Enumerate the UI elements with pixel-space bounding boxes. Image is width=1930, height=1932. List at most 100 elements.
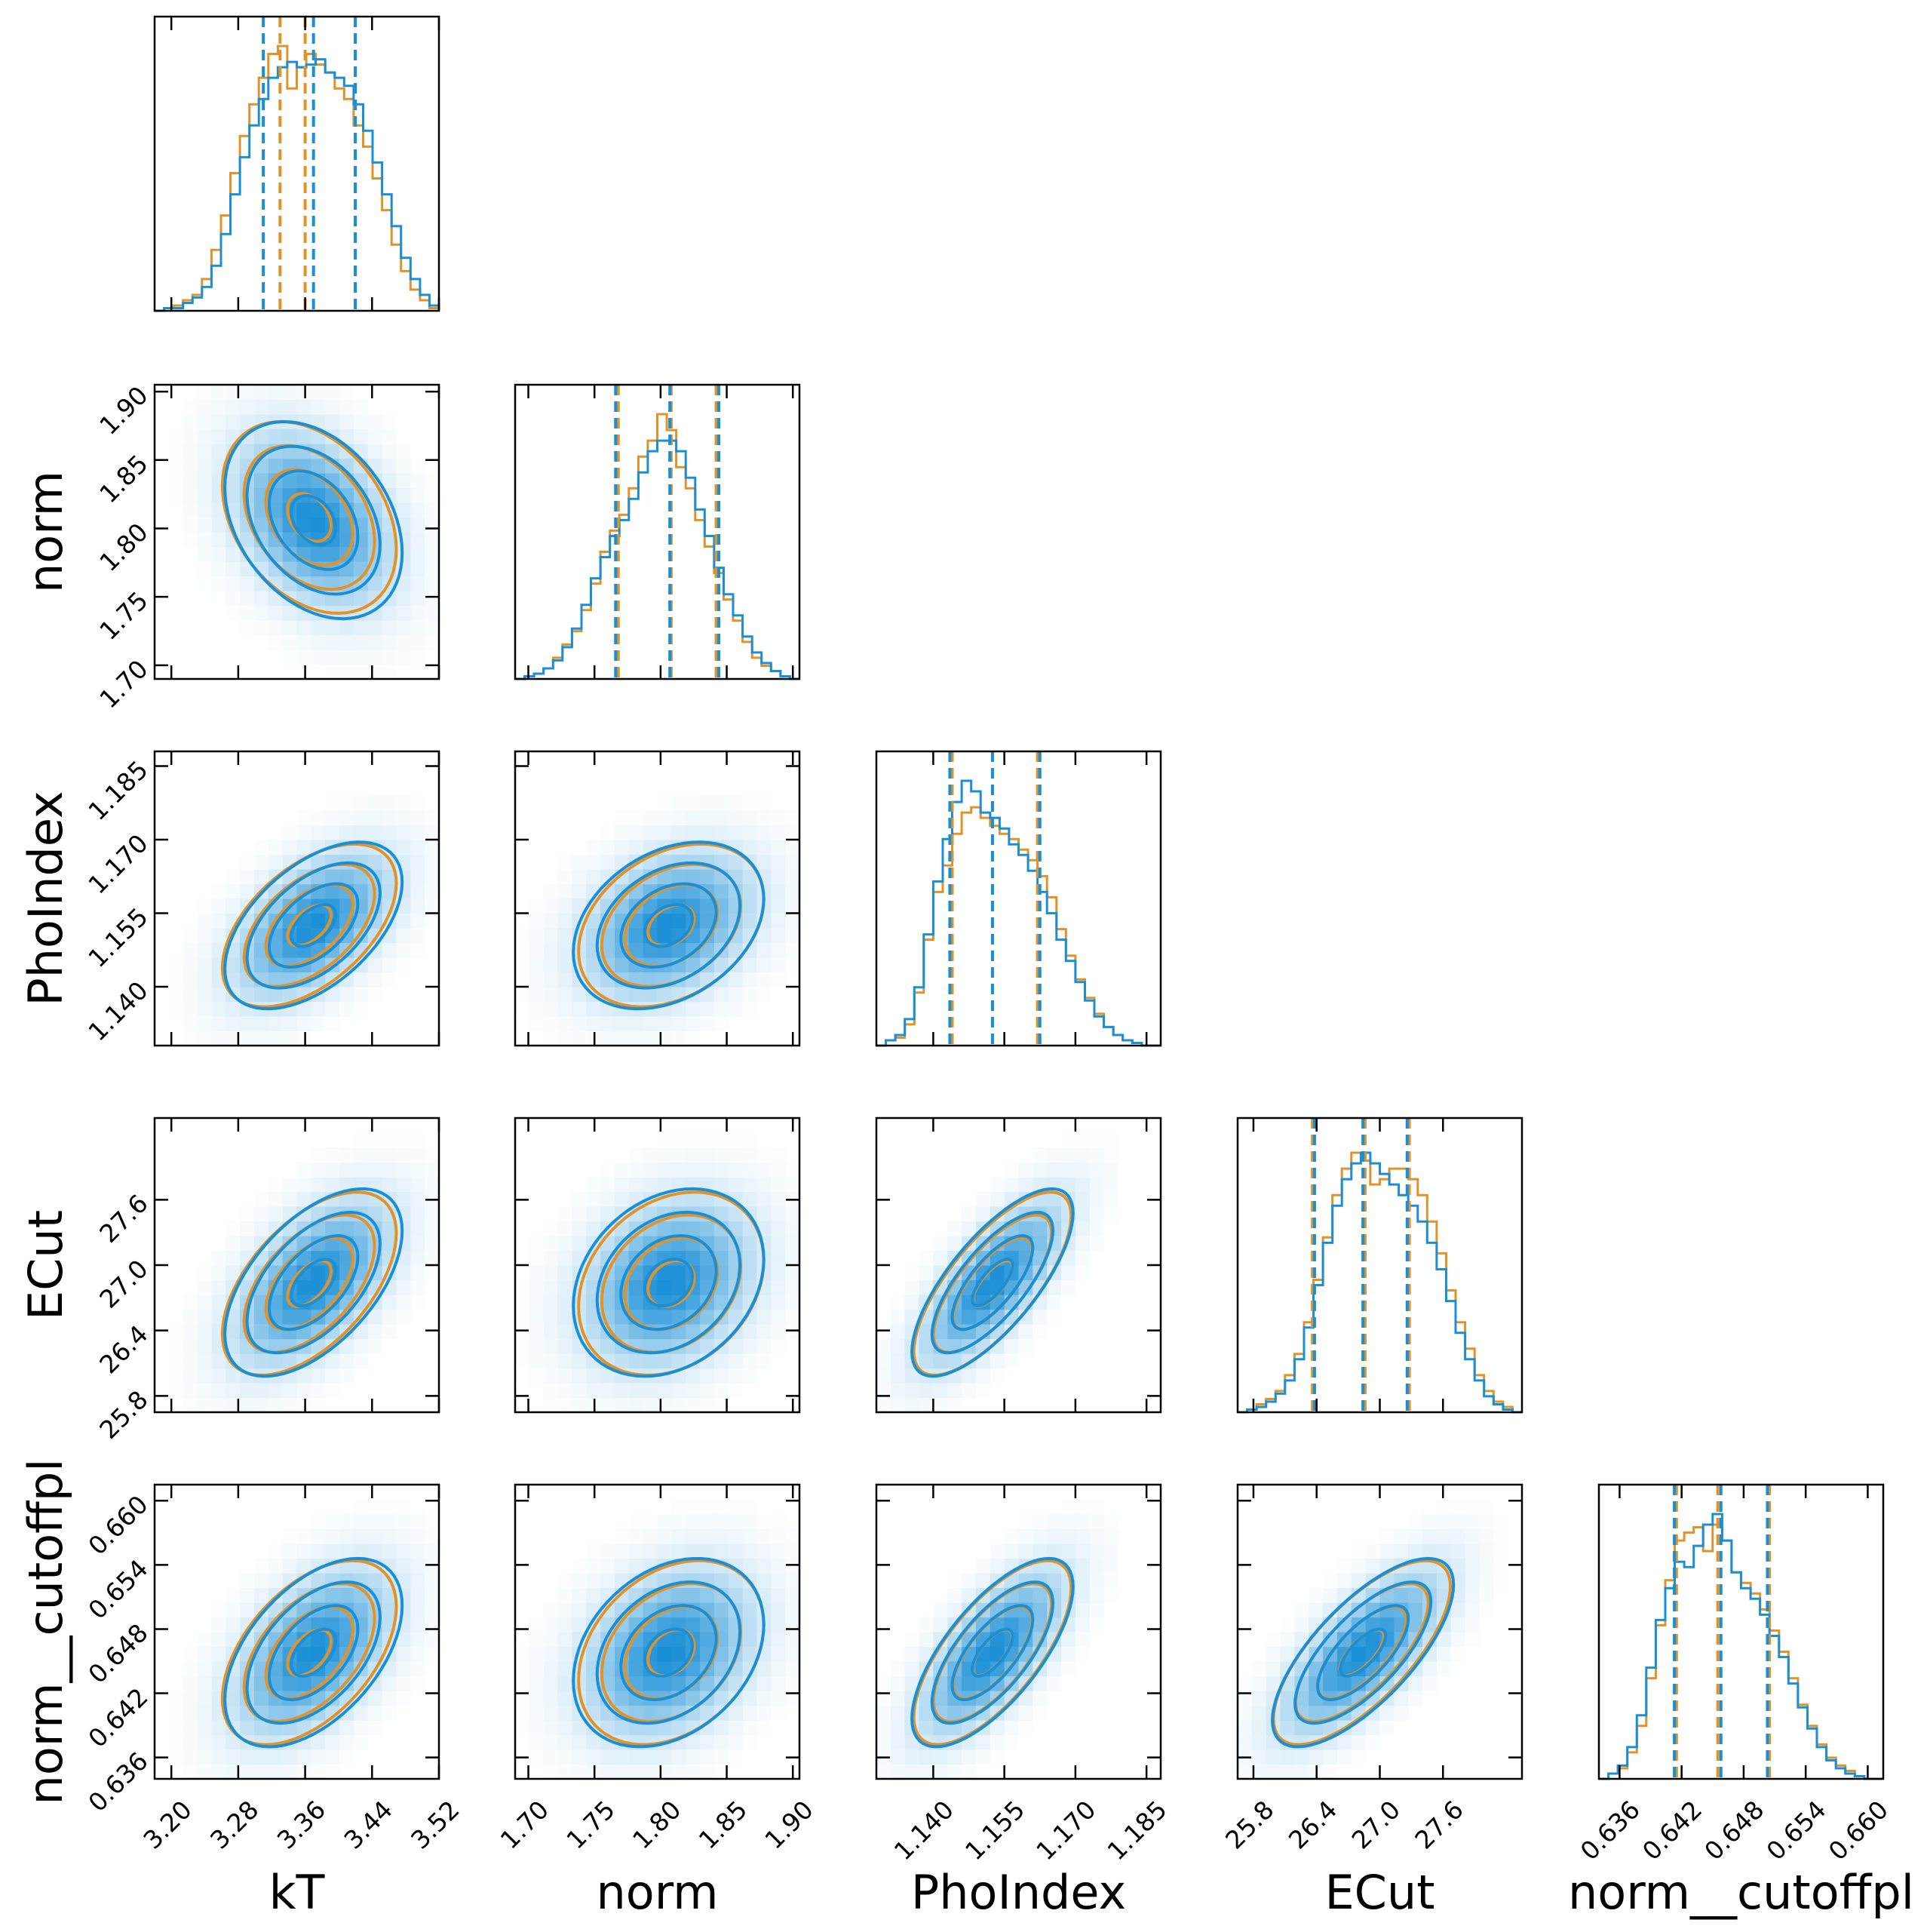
density-cell (643, 898, 658, 914)
density-cell (226, 1001, 241, 1017)
density-cell (557, 1397, 572, 1412)
x-axis-label-norm: norm (596, 1865, 718, 1920)
density-cell (713, 1720, 729, 1736)
density-cell (425, 576, 439, 591)
density-cell (311, 1001, 326, 1017)
density-cell (728, 1353, 744, 1369)
density-cell (628, 1147, 644, 1163)
density-cell (1103, 1132, 1119, 1148)
density-cell (325, 1147, 340, 1163)
density-cell (325, 1177, 340, 1193)
density-cell (325, 810, 340, 826)
density-cell (1493, 1514, 1508, 1530)
density-cell (1309, 1749, 1324, 1765)
density-cell (785, 810, 799, 826)
density-cell (700, 1368, 715, 1384)
density-cell (1408, 1691, 1423, 1706)
density-cell (1323, 1632, 1338, 1648)
density-cell (1251, 1720, 1267, 1736)
density-cell (311, 1338, 326, 1354)
density-cell (353, 414, 369, 430)
density-cell (382, 942, 397, 958)
density-cell (671, 1528, 686, 1544)
density-cell (962, 1558, 977, 1574)
density-cell (686, 1499, 701, 1515)
density-cell (1089, 1573, 1105, 1589)
density-cell (742, 1514, 758, 1530)
density-cell (253, 517, 269, 533)
density-cell (919, 1279, 934, 1295)
density-cell (1033, 1147, 1048, 1163)
density-cell (382, 664, 397, 679)
density-cell (686, 1383, 701, 1399)
density-cell (425, 810, 439, 826)
density-cell (515, 1691, 530, 1706)
density-cell (975, 1206, 991, 1222)
density-cell (226, 1250, 241, 1266)
density-cell (543, 1749, 559, 1765)
contour-blue-level-2 (950, 1233, 1035, 1332)
density-cell (410, 1632, 425, 1648)
density-cell (425, 1661, 439, 1677)
density-cell (713, 1646, 729, 1662)
density-cell (1280, 1691, 1295, 1706)
density-cell (543, 1646, 559, 1662)
density-cell (253, 840, 269, 855)
density-cell (990, 1646, 1005, 1662)
density-cell (728, 1001, 744, 1017)
density-cell (529, 883, 545, 899)
density-cell (1309, 1602, 1324, 1618)
density-cell (785, 869, 799, 885)
contour-blue-level-3 (595, 1580, 742, 1725)
density-cell (713, 928, 729, 944)
density-cell (771, 1191, 786, 1207)
density-cell (1408, 1543, 1423, 1559)
density-cell (396, 1661, 411, 1677)
density-cell (572, 1016, 587, 1032)
density-cell (425, 1646, 439, 1662)
density-cell (771, 1528, 786, 1544)
density-cell (396, 840, 411, 855)
density-cell (876, 1676, 891, 1691)
density-cell (311, 664, 326, 679)
x-tick-label-kT: 3.20 (137, 1795, 198, 1855)
density-cell (339, 1147, 354, 1163)
density-cell (771, 1353, 786, 1369)
density-cell (353, 972, 369, 988)
density-cell (325, 620, 340, 636)
density-cell (240, 869, 255, 885)
density-cell (657, 1016, 672, 1032)
density-cell (311, 517, 326, 533)
density-cell (339, 620, 354, 636)
density-cell (211, 414, 226, 430)
density-cell (410, 928, 425, 944)
contour-blue-level-3 (595, 1210, 742, 1355)
density-cell (1061, 1132, 1076, 1148)
density-cell (557, 1749, 572, 1765)
density-cell (643, 1206, 658, 1222)
density-cell (756, 972, 772, 988)
density-cell (339, 1221, 354, 1236)
density-cell (367, 1309, 383, 1325)
density-cell (410, 1162, 425, 1178)
density-cell (183, 1279, 198, 1295)
density-cell (367, 605, 383, 621)
density-cell (268, 942, 284, 958)
density-cell (933, 1691, 948, 1706)
panel-content (876, 1499, 1133, 1779)
density-cell (1061, 1543, 1076, 1559)
density-cell (253, 1016, 269, 1032)
density-cell (529, 898, 545, 914)
contour-blue-level-1 (290, 903, 338, 948)
density-cell (586, 1646, 601, 1662)
density-cell (396, 1602, 411, 1618)
density-cell (947, 1602, 962, 1618)
density-cell (515, 928, 530, 944)
density-cell (771, 1646, 786, 1662)
density-cell (311, 1646, 326, 1662)
density-cell (311, 1162, 326, 1178)
density-cell (1018, 1147, 1033, 1163)
density-cell (226, 473, 241, 489)
density-cell (742, 1528, 758, 1544)
density-cell (700, 1383, 715, 1399)
